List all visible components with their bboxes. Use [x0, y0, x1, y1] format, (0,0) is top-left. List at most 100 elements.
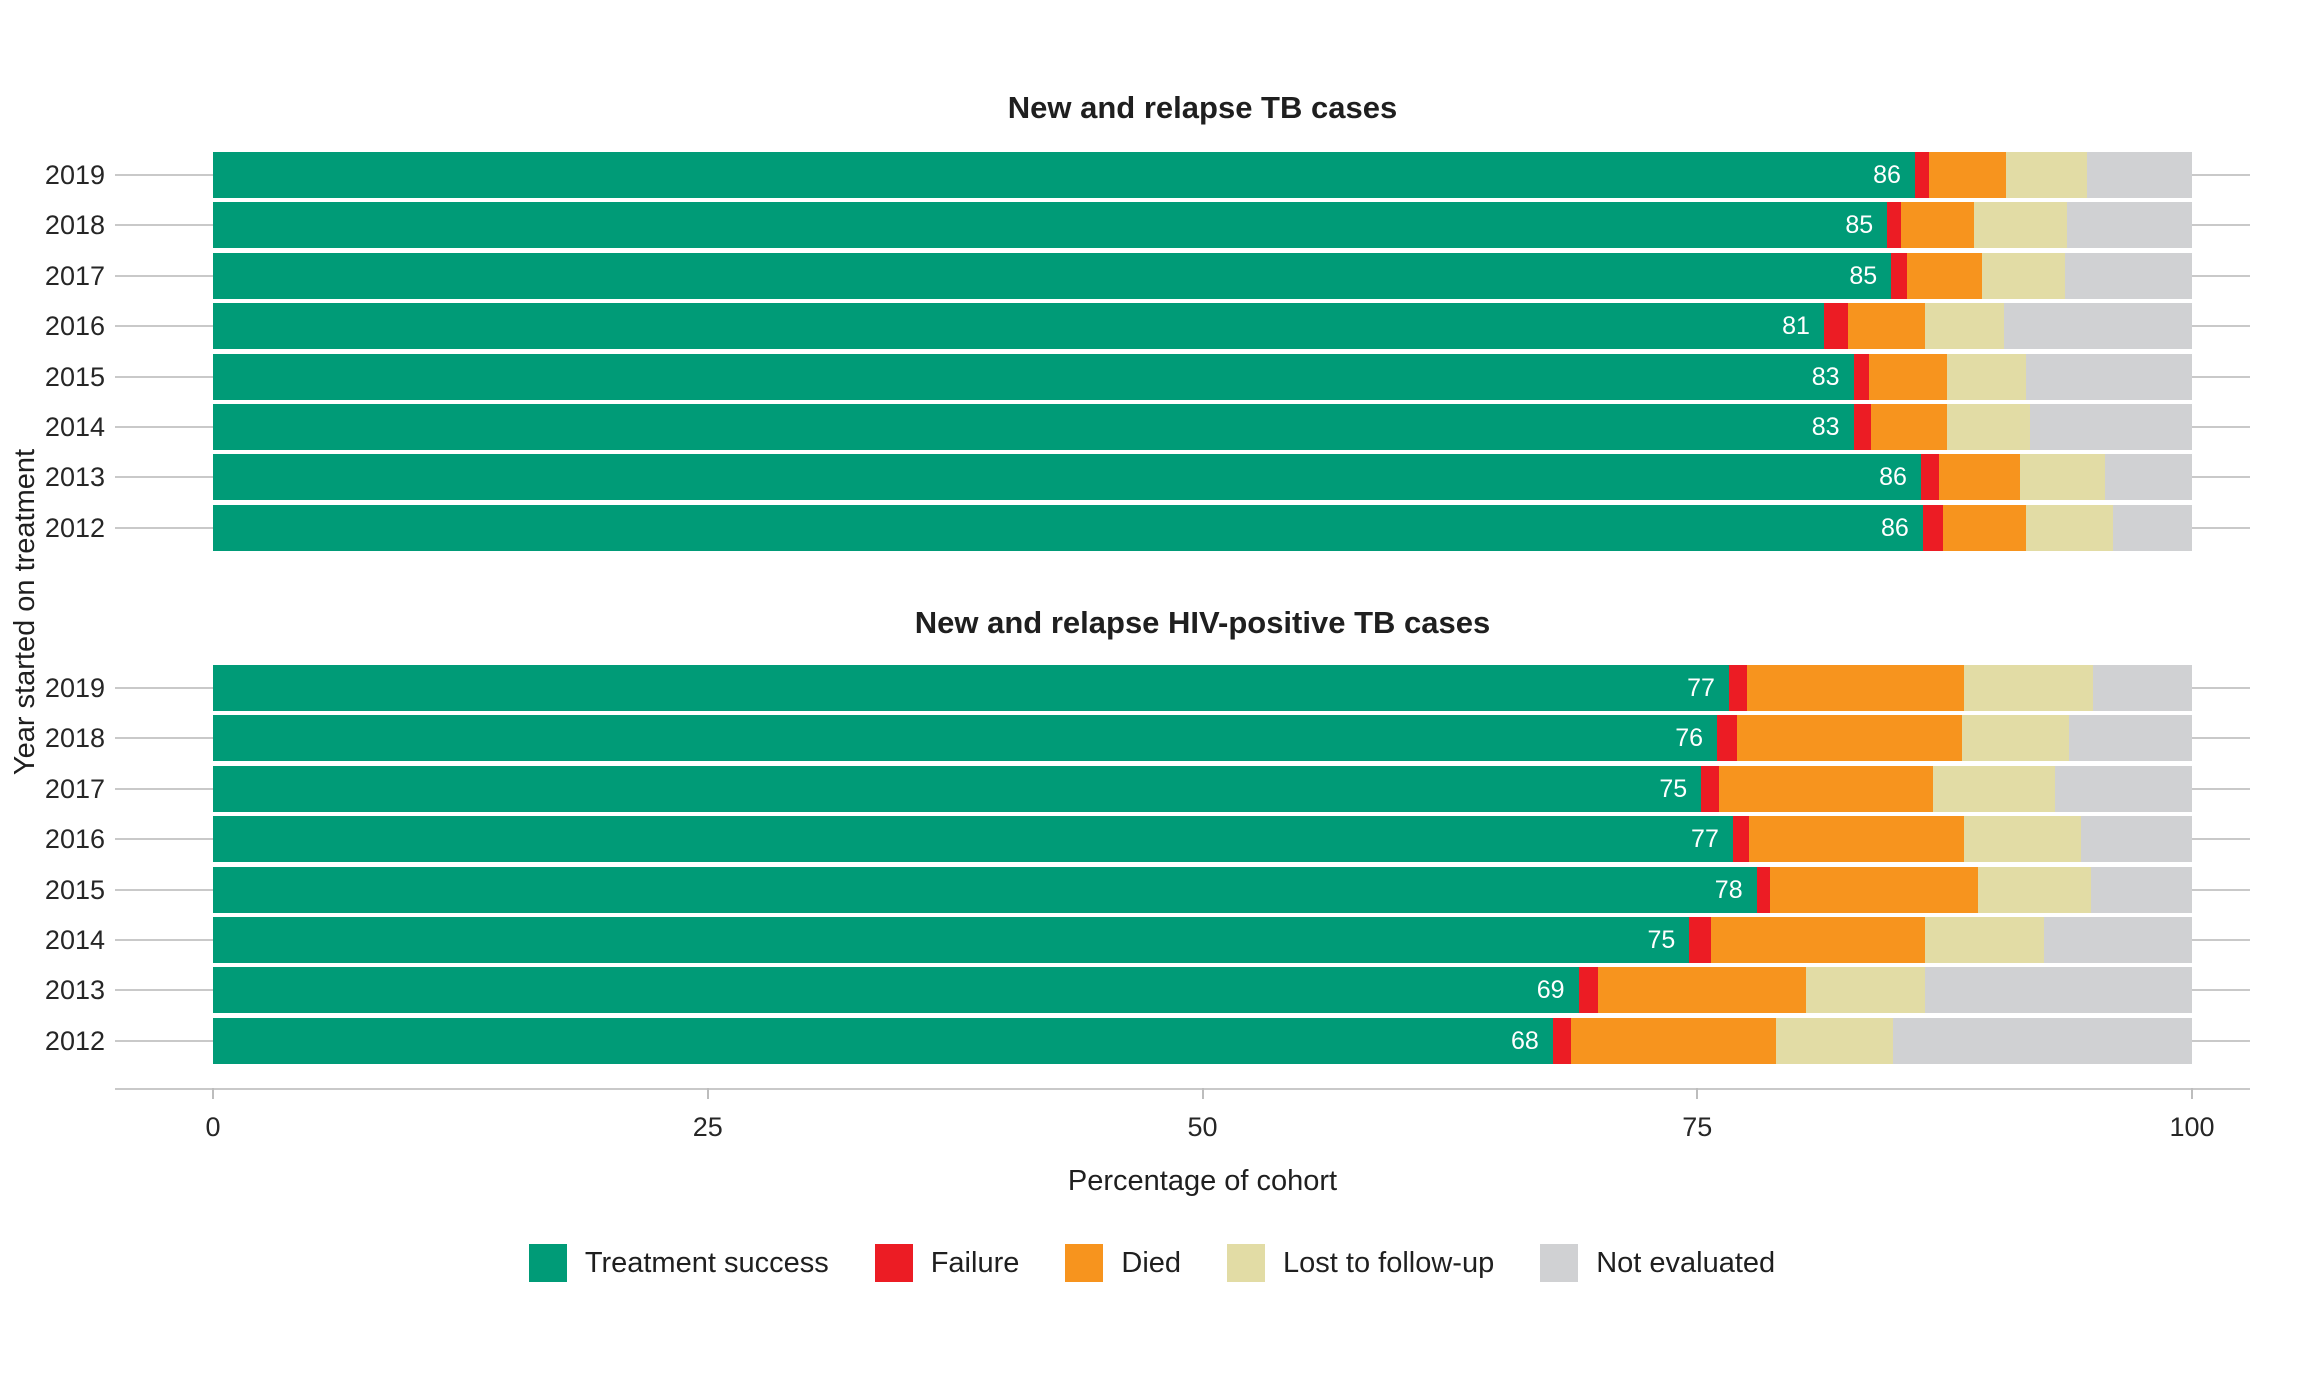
x-axis-tick-label: 0 — [205, 1112, 221, 1142]
segment-died — [1901, 202, 1975, 249]
segment-failure — [1732, 816, 1749, 863]
segment-failure — [1920, 454, 1939, 501]
segment-failure — [1914, 152, 1929, 198]
year-tick-label: 2015 — [44, 361, 105, 392]
segment-treatment-success: 83 — [213, 353, 1854, 400]
segment-died — [1746, 665, 1965, 711]
segment-not-evaluated — [2112, 504, 2192, 551]
segment-died — [1598, 967, 1807, 1014]
year-tick-label: 2019 — [44, 673, 105, 703]
year-tick-label: 2012 — [44, 512, 105, 543]
segment-died — [1869, 353, 1947, 400]
segment-lost-to-follow-up — [1978, 866, 2092, 913]
legend-label: Failure — [930, 1246, 1020, 1279]
bar-row-2018: 2018 76 — [0, 715, 2304, 762]
legend-item: Not evaluated — [1540, 1244, 1775, 1282]
segment-died — [1907, 252, 1983, 299]
segment-not-evaluated — [2025, 353, 2192, 400]
segment-died — [1928, 152, 2006, 198]
bar-row-2017: 2017 75 — [0, 765, 2304, 812]
segment-died — [1770, 866, 1979, 913]
treatment-success-value-label: 76 — [1675, 724, 1704, 753]
year-tick-label: 2013 — [44, 975, 105, 1006]
legend-item: Lost to follow-up — [1227, 1244, 1494, 1282]
segment-lost-to-follow-up — [1924, 917, 2044, 963]
segment-failure — [1853, 353, 1870, 400]
segment-treatment-success: 85 — [213, 252, 1892, 299]
segment-treatment-success: 78 — [213, 866, 1757, 913]
segment-treatment-success: 85 — [213, 202, 1888, 249]
stacked-bar-2018: 76 — [213, 715, 2192, 762]
treatment-success-value-label: 77 — [1691, 825, 1719, 854]
treatment-success-value-label: 78 — [1714, 875, 1743, 904]
treatment-success-value-label: 86 — [1873, 161, 1901, 189]
bar-row-2016: 2016 81 — [0, 303, 2304, 350]
treatment-success-value-label: 86 — [1881, 513, 1909, 542]
treatment-success-value-label: 75 — [1659, 774, 1688, 803]
x-axis-tick — [2191, 1088, 2193, 1099]
treatment-success-value-label: 83 — [1811, 362, 1840, 391]
segment-not-evaluated — [2093, 665, 2192, 711]
stacked-bar-2015: 78 — [213, 866, 2192, 913]
stacked-bar-2017: 75 — [213, 765, 2192, 812]
treatment-success-value-label: 85 — [1845, 211, 1874, 240]
bar-row-2013: 2013 86 — [0, 454, 2304, 501]
year-tick-label: 2012 — [44, 1025, 105, 1056]
segment-failure — [1887, 202, 1902, 249]
treatment-success-value-label: 68 — [1510, 1026, 1539, 1055]
segment-failure — [1717, 715, 1737, 762]
legend-swatch — [1065, 1244, 1104, 1282]
stacked-bar-2013: 69 — [213, 967, 2192, 1014]
year-tick-label: 2016 — [44, 311, 105, 342]
segment-died — [1871, 404, 1947, 450]
bar-row-2017: 2017 85 — [0, 252, 2304, 299]
stacked-bar-2012: 86 — [213, 504, 2192, 551]
segment-treatment-success: 75 — [213, 917, 1690, 963]
segment-not-evaluated — [2091, 866, 2192, 913]
legend-label: Not evaluated — [1596, 1246, 1776, 1279]
segment-not-evaluated — [2069, 715, 2192, 762]
segment-died — [1570, 1017, 1777, 1064]
year-tick-label: 2014 — [44, 412, 105, 442]
segment-failure — [1756, 866, 1771, 913]
treatment-success-value-label: 77 — [1687, 674, 1715, 702]
year-tick-label: 2014 — [44, 925, 105, 955]
segment-died — [1711, 917, 1925, 963]
segment-lost-to-follow-up — [2019, 454, 2105, 501]
x-axis-tick — [1201, 1088, 1204, 1099]
segment-treatment-success: 76 — [213, 715, 1718, 762]
segment-lost-to-follow-up — [2025, 504, 2113, 551]
x-axis-tick-label: 50 — [1187, 1112, 1218, 1142]
year-tick-label: 2016 — [44, 824, 105, 855]
segment-not-evaluated — [1924, 967, 2192, 1014]
stacked-bar-2012: 68 — [213, 1017, 2192, 1064]
legend-swatch — [1227, 1244, 1266, 1282]
x-axis-tick — [212, 1088, 214, 1099]
legend-label: Lost to follow-up — [1283, 1246, 1495, 1279]
year-tick-label: 2013 — [44, 462, 105, 493]
stacked-bar-2017: 85 — [213, 252, 2192, 299]
treatment-success-value-label: 75 — [1647, 926, 1676, 954]
bar-row-2019: 2019 77 — [0, 665, 2304, 711]
x-axis-tick-label: 100 — [2169, 1112, 2215, 1142]
legend-label: Treatment success — [584, 1246, 829, 1279]
stacked-bar-2016: 77 — [213, 816, 2192, 863]
segment-treatment-success: 83 — [213, 404, 1854, 450]
treatment-success-value-label: 83 — [1811, 413, 1840, 441]
segment-not-evaluated — [2055, 765, 2192, 812]
segment-died — [1719, 765, 1933, 812]
year-tick-label: 2018 — [44, 723, 105, 754]
segment-lost-to-follow-up — [1974, 202, 2068, 249]
treatment-success-value-label: 85 — [1849, 261, 1878, 290]
x-axis-tick — [1696, 1088, 1699, 1099]
segment-died — [1938, 454, 2020, 501]
segment-lost-to-follow-up — [1924, 303, 2004, 350]
bar-row-2013: 2013 69 — [0, 967, 2304, 1014]
legend-swatch — [528, 1244, 567, 1282]
segment-failure — [1853, 404, 1872, 450]
segment-not-evaluated — [2067, 202, 2192, 249]
bar-row-2018: 2018 85 — [0, 202, 2304, 249]
segment-lost-to-follow-up — [1946, 404, 2030, 450]
year-tick-label: 2015 — [44, 874, 105, 905]
